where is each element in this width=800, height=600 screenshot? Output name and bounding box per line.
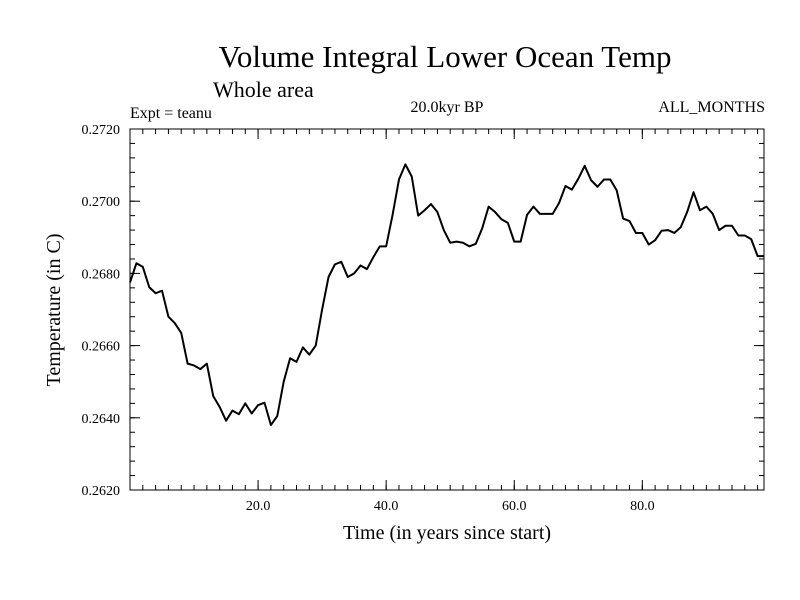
x-axis-label: Time (in years since start) [343, 522, 551, 544]
y-tick-label: 0.2640 [82, 412, 121, 427]
x-tick-label: 40.0 [374, 499, 399, 514]
y-tick-label: 0.2620 [82, 484, 121, 499]
chart-title: Volume Integral Lower Ocean Temp [219, 39, 672, 74]
y-axis-label: Temperature (in C) [43, 234, 65, 387]
series-line-temperature [129, 163, 764, 427]
axis-ticks [129, 128, 764, 491]
plot-frame [129, 128, 765, 491]
months-label: ALL_MONTHS [658, 99, 765, 116]
y-tick-label: 0.2720 [82, 123, 121, 138]
x-tick-label: 80.0 [630, 499, 655, 514]
x-tick-label: 60.0 [502, 499, 527, 514]
x-tick-label: 20.0 [246, 499, 271, 514]
x-tick-labels: 20.0 40.0 60.0 80.0 [246, 499, 655, 514]
y-tick-label: 0.2660 [82, 340, 121, 355]
experiment-label: Expt = teanu [130, 105, 212, 122]
chart-subtitle: Whole area [213, 77, 314, 102]
y-tick-labels: 0.2620 0.2640 0.2660 0.2680 0.2700 0.2720 [82, 123, 121, 499]
y-tick-label: 0.2700 [82, 195, 121, 210]
y-tick-label: 0.2680 [82, 267, 121, 282]
period-label: 20.0kyr BP [411, 99, 484, 116]
